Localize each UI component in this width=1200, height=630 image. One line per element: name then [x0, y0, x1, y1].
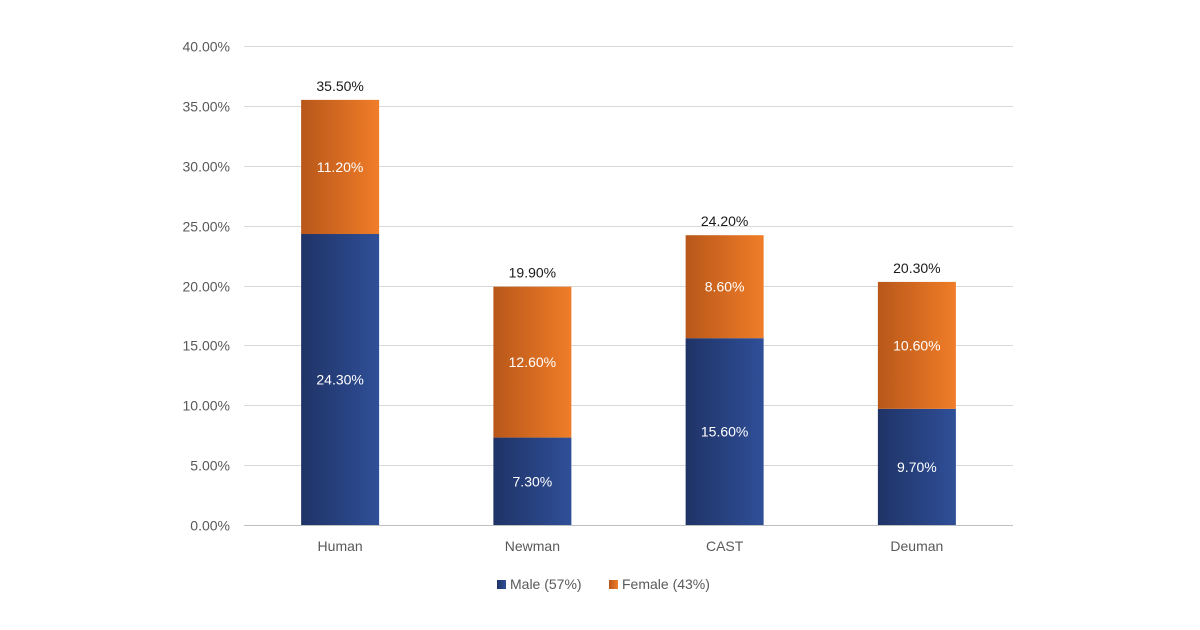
- legend-label-female: Female (43%): [622, 576, 710, 592]
- total-data-label: 19.90%: [509, 265, 556, 281]
- y-tick-label: 5.00%: [190, 458, 230, 474]
- x-category-label: CAST: [706, 538, 744, 554]
- legend: Male (57%) Female (43%): [497, 576, 710, 592]
- x-axis-category-labels: Human Newman CAST Deuman: [318, 538, 944, 554]
- x-category-label: Newman: [505, 538, 560, 554]
- total-data-label: 24.20%: [701, 213, 748, 229]
- y-tick-label: 40.00%: [183, 39, 230, 55]
- legend-swatch-male: [497, 580, 506, 589]
- segment-data-label: 10.60%: [893, 337, 940, 353]
- bar-segment-male: [685, 338, 764, 525]
- segment-data-label: 24.30%: [316, 372, 363, 388]
- data-labels: 24.30% 11.20% 35.50% 7.30% 12.60% 19.90% 15.60…: [316, 78, 940, 489]
- bar-segment-female: [685, 235, 764, 339]
- y-tick-label: 10.00%: [183, 398, 230, 414]
- y-tick-label: 20.00%: [183, 279, 230, 295]
- y-tick-label: 30.00%: [183, 159, 230, 175]
- bar-segment-female: [877, 281, 956, 409]
- bar-segment-male: [877, 408, 956, 525]
- legend-swatch-female: [609, 580, 618, 589]
- bar-segment-female: [493, 286, 572, 438]
- y-axis-tick-labels: 0.00% 5.00% 10.00% 15.00% 20.00% 25.00% 30.00%…: [183, 39, 230, 534]
- segment-data-label: 11.20%: [317, 159, 363, 175]
- bars: [301, 99, 956, 525]
- bar-segment-male: [493, 437, 572, 525]
- total-data-label: 35.50%: [316, 78, 363, 94]
- bar-segment-male: [301, 234, 380, 525]
- x-category-label: Human: [318, 538, 363, 554]
- total-data-label: 20.30%: [893, 260, 940, 276]
- legend-label-male: Male (57%): [510, 576, 582, 592]
- segment-data-label: 7.30%: [513, 473, 553, 489]
- segment-data-label: 9.70%: [897, 459, 937, 475]
- y-tick-label: 15.00%: [183, 338, 230, 354]
- y-tick-label: 25.00%: [183, 219, 230, 235]
- segment-data-label: 12.60%: [509, 354, 556, 370]
- bar-segment-female: [301, 99, 380, 235]
- segment-data-label: 8.60%: [705, 279, 745, 295]
- y-tick-label: 0.00%: [190, 518, 230, 534]
- y-tick-label: 35.00%: [183, 99, 230, 115]
- segment-data-label: 15.60%: [701, 424, 748, 440]
- x-category-label: Deuman: [890, 538, 943, 554]
